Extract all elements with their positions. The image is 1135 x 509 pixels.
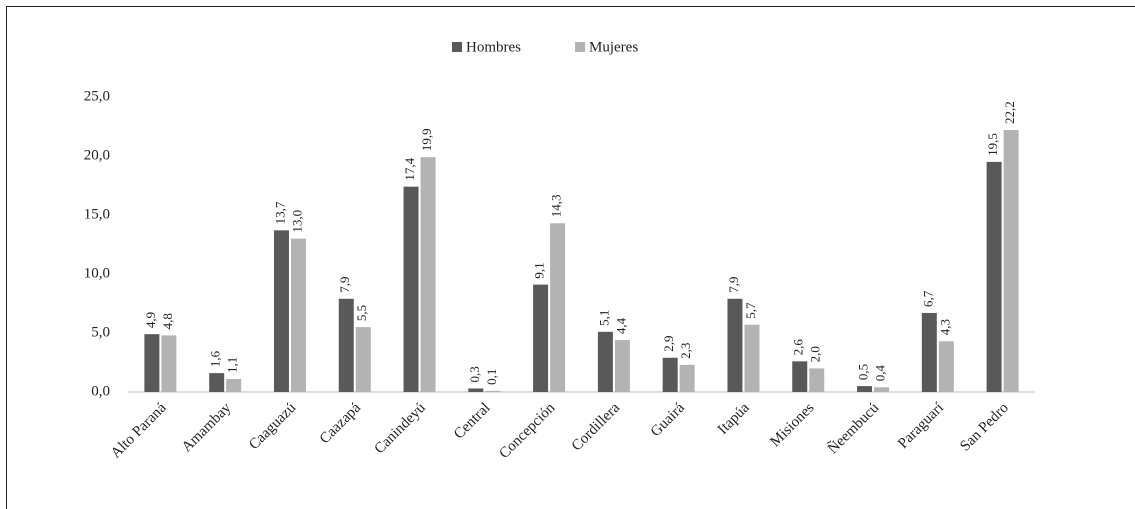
value-label: 14,3 [549, 195, 564, 218]
bar [662, 357, 678, 392]
bar [161, 335, 177, 392]
x-tick-label: Misiones [767, 400, 817, 450]
x-tick-label: Canindeyú [372, 400, 430, 458]
legend-label: Hombres [466, 39, 521, 55]
value-label: 7,9 [726, 277, 741, 293]
bar [468, 388, 484, 392]
x-tick-label: Amambay [179, 400, 235, 456]
bar [679, 364, 695, 392]
value-label: 22,2 [1002, 101, 1017, 124]
value-label: 0,3 [467, 366, 482, 382]
bar [550, 223, 566, 392]
value-label: 0,5 [856, 364, 871, 380]
bar [809, 368, 825, 392]
bar [338, 298, 354, 392]
y-tick-label: 10,0 [84, 265, 110, 281]
value-label: 4,4 [613, 317, 628, 334]
x-tick-label: Ñeembucú [825, 400, 883, 458]
y-tick-label: 25,0 [84, 88, 110, 104]
bar [209, 373, 225, 392]
value-label: 4,8 [160, 313, 175, 329]
bar [792, 361, 808, 392]
bar [533, 284, 549, 392]
value-label: 5,7 [743, 302, 758, 319]
value-label: 2,3 [678, 343, 693, 359]
y-tick-label: 5,0 [91, 324, 110, 340]
bar [921, 312, 937, 392]
x-tick-label: Alto Paraná [108, 400, 170, 462]
bar [403, 186, 419, 392]
x-tick-label: Itapúa [715, 400, 753, 438]
value-label: 4,3 [937, 319, 952, 335]
value-label: 19,9 [419, 128, 434, 151]
x-tick-label: Caaguazú [246, 400, 299, 453]
legend: Hombres Mujeres [452, 39, 638, 55]
x-tick-label: Guairá [648, 400, 688, 440]
value-label: 0,1 [484, 369, 499, 385]
value-label: 7,9 [337, 277, 352, 293]
bar [744, 324, 760, 392]
x-tick-label: Cordillera [569, 400, 624, 455]
value-label: 1,6 [208, 350, 223, 367]
legend-swatch [452, 42, 462, 52]
x-tick-label: Paraguarí [895, 400, 947, 452]
bar [273, 230, 289, 392]
value-label: 2,6 [791, 339, 806, 356]
bar [597, 331, 613, 392]
bar [226, 379, 242, 392]
legend-swatch [575, 42, 585, 52]
value-label: 17,4 [402, 157, 417, 180]
value-label: 0,4 [873, 365, 888, 382]
x-tick-label: Concepción [496, 400, 558, 462]
value-label: 1,1 [225, 357, 240, 373]
bar [614, 340, 630, 392]
bar [938, 341, 954, 392]
value-label: 5,5 [354, 305, 369, 321]
x-tick-label: Caazapá [317, 400, 364, 447]
bar [485, 390, 501, 392]
value-label: 13,7 [272, 201, 287, 224]
legend-label: Mujeres [589, 39, 638, 55]
bar [727, 298, 743, 392]
bar [144, 334, 160, 392]
bar [290, 238, 306, 392]
value-label: 9,1 [532, 262, 547, 278]
y-tick-label: 15,0 [84, 206, 110, 222]
chart-frame [6, 6, 1135, 509]
bar [355, 327, 371, 392]
value-label: 6,7 [920, 290, 935, 307]
y-tick-label: 0,0 [91, 383, 110, 399]
bar [986, 161, 1002, 392]
value-label: 13,0 [289, 210, 304, 233]
value-label: 19,5 [985, 133, 1000, 156]
value-label: 5,1 [596, 310, 611, 326]
value-label: 4,9 [143, 312, 158, 328]
value-label: 2,9 [661, 336, 676, 352]
x-tick-label: Central [451, 400, 494, 443]
bar [857, 386, 873, 392]
bar [874, 387, 890, 392]
value-label: 2,0 [808, 346, 823, 362]
bar [1003, 130, 1019, 393]
y-tick-label: 20,0 [84, 147, 110, 163]
bar [420, 157, 436, 392]
x-tick-label: San Pedro [957, 400, 1012, 455]
